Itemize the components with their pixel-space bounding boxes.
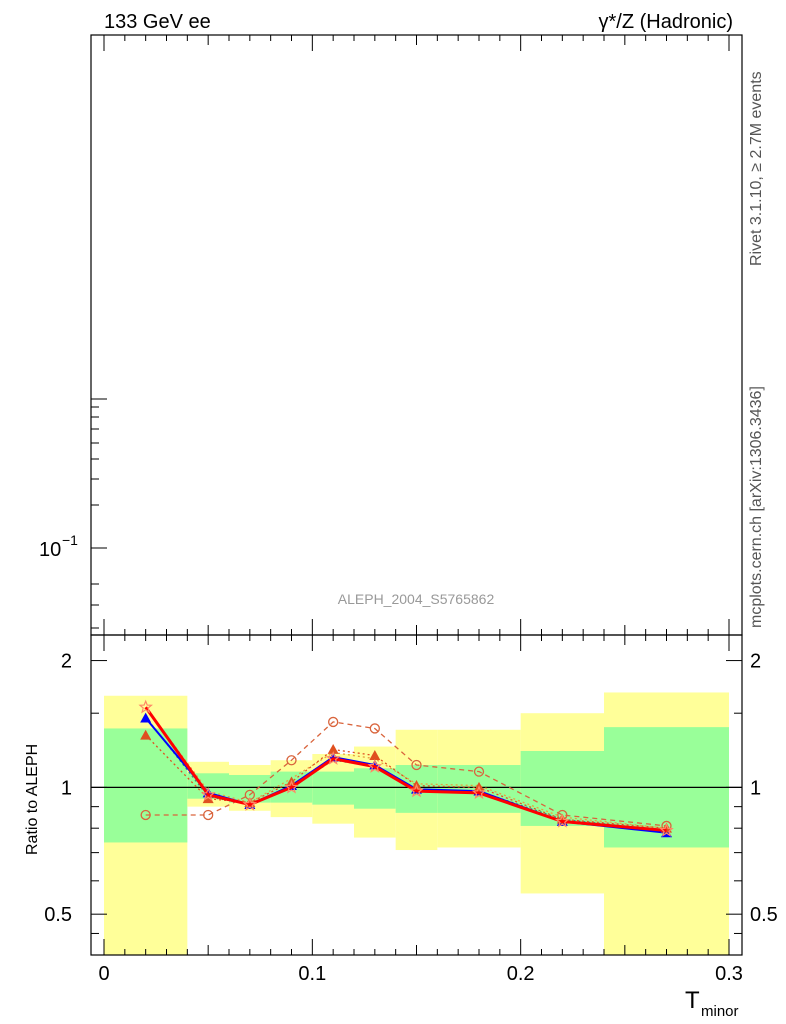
series-1-point-0 (140, 809, 151, 821)
series-4-point-0 (140, 729, 152, 740)
series-1-point-1 (203, 809, 214, 821)
main-ytick-label: 10 (39, 539, 61, 561)
series-1-point-5 (369, 723, 380, 734)
series-4-point-4 (327, 744, 339, 754)
main-ytick-exp: −1 (62, 532, 78, 548)
xtick-0: 0 (98, 963, 109, 985)
series-4-point-1 (202, 793, 214, 804)
xtick-0.3: 0.3 (715, 963, 743, 985)
main-y-ticks (91, 398, 107, 629)
series-5-point-9 (659, 822, 674, 837)
series-5-point-5 (367, 758, 383, 773)
analysis-watermark: ALEPH_2004_S5765862 (338, 591, 495, 607)
series-5-point-3 (284, 779, 299, 794)
x-axis-label: T (685, 987, 700, 1014)
rivet-version-label: Rivet 3.1.10, ≥ 2.7M events (748, 71, 765, 266)
series-1-point-3 (286, 755, 297, 766)
ratio-series (138, 699, 674, 838)
series-1-point-6 (411, 759, 422, 771)
ratio-ytick-2-right: 2 (750, 651, 761, 673)
series-5-point-2 (242, 796, 258, 811)
uncertainty-bands (104, 692, 729, 955)
header-left: 133 GeV ee (104, 11, 211, 33)
series-1-line (145, 721, 667, 827)
xtick-0.2: 0.2 (507, 963, 535, 985)
main-panel-frame (90, 34, 743, 636)
ratio-ytick-0.5: 0.5 (44, 904, 72, 926)
series-3-point-0 (140, 712, 152, 723)
series-5-point-4 (325, 751, 341, 765)
inner-band-4 (312, 771, 354, 805)
series-5-point-7 (471, 785, 487, 800)
series-5-point-8 (555, 813, 570, 828)
xtick-0.1: 0.1 (298, 963, 326, 985)
ratio-ytick-1: 1 (61, 777, 72, 799)
series-1-point-7 (473, 766, 485, 777)
series-0-line (145, 706, 667, 829)
series-4-point-5 (369, 750, 381, 760)
series-5-line (144, 706, 667, 832)
series-1-point-4 (328, 716, 339, 728)
ratio-ytick-1-right: 1 (750, 777, 761, 799)
series-4-line (145, 734, 667, 829)
ratio-ytick-2: 2 (61, 651, 72, 673)
ratio-ytick-0.5-right: 0.5 (750, 904, 778, 926)
series-5-point-0 (138, 699, 153, 714)
ratio-axis-ticks (91, 35, 742, 955)
series-5-point-1 (200, 787, 216, 802)
ratio-y-axis-label: Ratio to ALEPH (24, 744, 41, 855)
series-5-point-6 (409, 783, 424, 798)
mcplots-label: mcplots.cern.ch [arXiv:1306.3436] (748, 386, 765, 628)
x-axis-label-subscript: minor (701, 1003, 739, 1020)
header-right: γ*/Z (Hadronic) (599, 11, 733, 33)
